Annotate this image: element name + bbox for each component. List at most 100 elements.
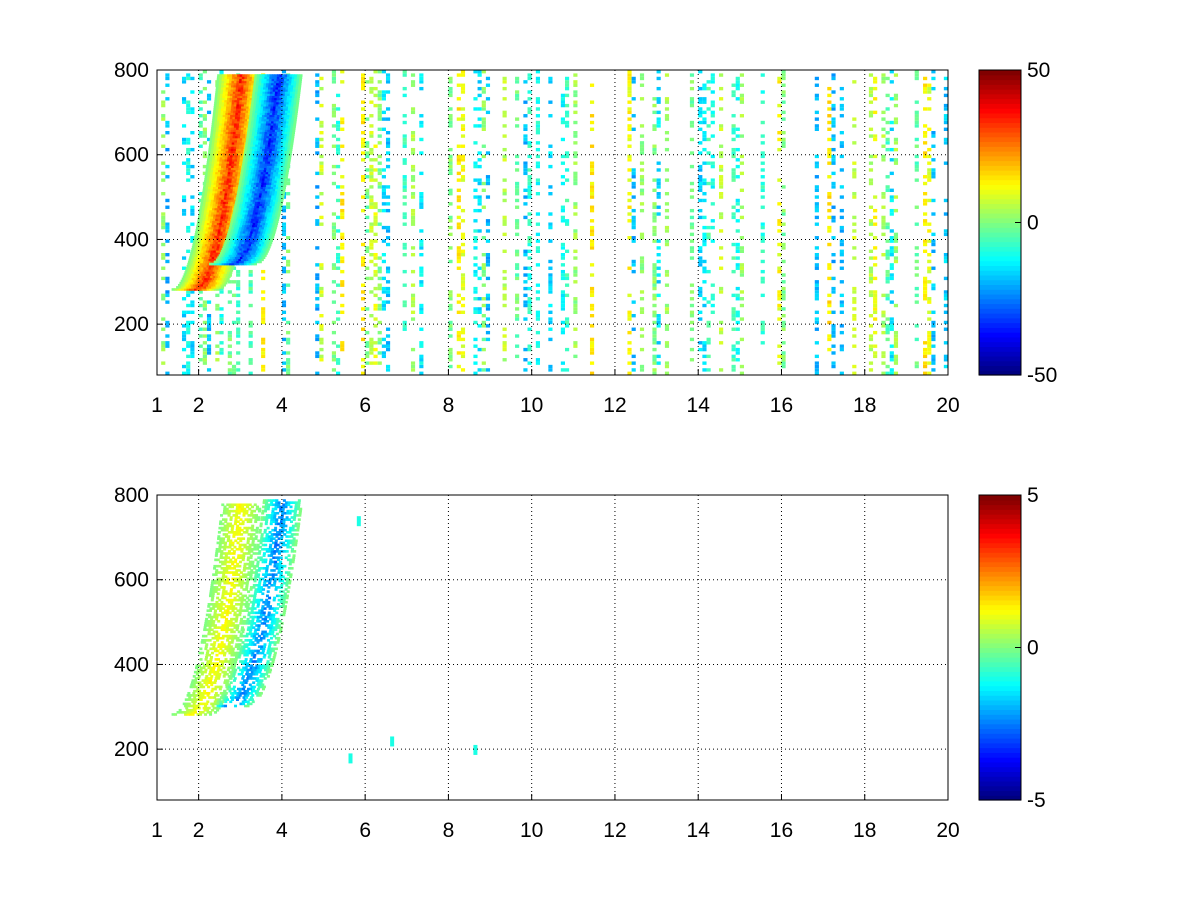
heatmap-cell [226, 82, 230, 86]
heatmap-cell [373, 354, 378, 359]
heatmap-cell [473, 307, 478, 311]
heatmap-cell [233, 84, 237, 88]
heatmap-cell [781, 290, 786, 294]
heatmap-cell [242, 137, 246, 141]
heatmap-cell [255, 237, 259, 240]
heatmap-cell [698, 341, 703, 345]
heatmap-cell [165, 73, 170, 77]
heatmap-cell [481, 368, 486, 372]
heatmap-cell [249, 233, 253, 236]
heatmap-cell [214, 156, 218, 160]
heatmap-cell [473, 273, 478, 277]
heatmap-cell [868, 154, 874, 159]
heatmap-cell [222, 203, 226, 207]
heatmap-cell [202, 127, 207, 131]
heatmap-cell [377, 181, 382, 186]
heatmap-cell [212, 220, 216, 223]
heatmap-cell [254, 224, 258, 228]
heatmap-cell [735, 266, 740, 270]
heatmap-cell [473, 344, 478, 348]
heatmap-cell [731, 215, 736, 220]
heatmap-cell [535, 192, 541, 196]
heatmap-cell [402, 141, 407, 145]
heatmap-cell [573, 269, 578, 274]
heatmap-cell [229, 97, 233, 101]
heatmap-cell [473, 70, 478, 74]
heatmap-cell [627, 76, 632, 81]
heatmap-cell [255, 243, 259, 247]
heatmap-cell [218, 89, 222, 92]
heatmap-cell [224, 156, 228, 160]
heatmap-cell [214, 220, 218, 223]
heatmap-cell [252, 245, 256, 249]
heatmap-cell [209, 158, 213, 162]
heatmap-cell [217, 218, 221, 221]
heatmap-cell [652, 188, 657, 192]
heatmap-cell [257, 252, 261, 255]
heatmap-cell [194, 235, 198, 238]
heatmap-cell [189, 262, 193, 266]
heatmap-cell [739, 364, 745, 369]
heatmap-cell [208, 199, 212, 202]
heatmap-cell [652, 358, 657, 362]
heatmap-cell [639, 263, 645, 267]
heatmap-cell [207, 241, 211, 245]
heatmap-cell [255, 245, 259, 249]
heatmap-cell [231, 165, 235, 168]
heatmap-cell [202, 171, 207, 176]
heatmap-cell [193, 279, 197, 283]
heatmap-cell [244, 241, 248, 245]
heatmap-cell [735, 86, 740, 91]
heatmap-cell [227, 344, 232, 348]
heatmap-cell [914, 114, 919, 118]
heatmap-cell [213, 110, 217, 113]
heatmap-cell [927, 171, 932, 176]
heatmap-cell [589, 290, 595, 294]
heatmap-cell [831, 90, 836, 94]
heatmap-cell [336, 215, 341, 220]
heatmap-cell [214, 118, 218, 122]
heatmap-cell [927, 239, 932, 243]
heatmap-cell [631, 222, 636, 226]
heatmap-cell [223, 182, 227, 185]
heatmap-cell [209, 209, 213, 213]
heatmap-cell [205, 226, 209, 230]
heatmap-cell [460, 168, 466, 172]
heatmap-cell [523, 347, 528, 352]
heatmap-cell [186, 320, 191, 325]
heatmap-cell [227, 203, 231, 207]
heatmap-cell [839, 280, 844, 284]
heatmap-cell [247, 224, 251, 228]
heatmap-cell [197, 252, 201, 255]
heatmap-cell [232, 245, 236, 249]
heatmap-cell [385, 185, 391, 189]
heatmap-cell [664, 192, 670, 196]
heatmap-cell [231, 320, 237, 325]
heatmap-cell [205, 275, 209, 279]
heatmap-cell [216, 142, 220, 145]
heatmap-cell [914, 324, 919, 328]
heatmap-cell [914, 253, 919, 257]
heatmap-cell [265, 250, 269, 253]
heatmap-cell [255, 230, 259, 234]
heatmap-cell [702, 97, 707, 101]
heatmap-cell [231, 125, 235, 128]
heatmap-cell [652, 361, 657, 365]
heatmap-cell [214, 264, 218, 268]
heatmap-cell [243, 89, 247, 92]
heatmap-cell [456, 249, 461, 253]
heatmap-cell [827, 225, 832, 230]
heatmap-cell [230, 86, 234, 90]
heatmap-cell [631, 225, 636, 230]
heatmap-cell [231, 192, 235, 196]
heatmap-cell [211, 182, 215, 185]
heatmap-cell [232, 116, 236, 120]
heatmap-cell [229, 233, 233, 236]
heatmap-cell [281, 269, 287, 274]
heatmap-cell [194, 281, 198, 285]
heatmap-cell [735, 320, 740, 325]
heatmap-cell [652, 97, 657, 101]
heatmap-cell [523, 266, 528, 270]
heatmap-cell [739, 290, 745, 294]
heatmap-cell [402, 181, 407, 186]
